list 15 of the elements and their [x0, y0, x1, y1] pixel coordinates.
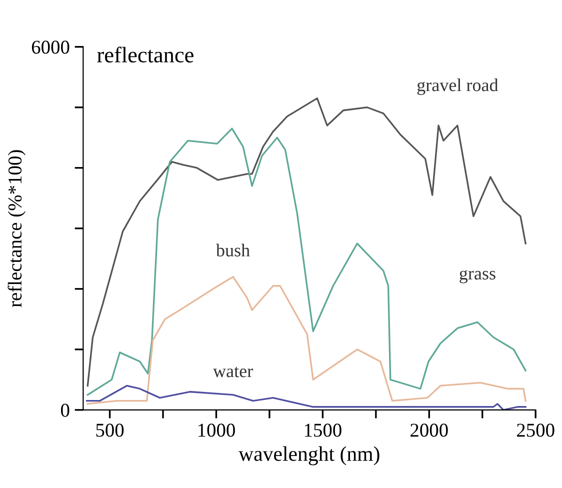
- x-axis-title: wavelenght (nm): [238, 446, 380, 466]
- x-tick-label: 1000: [198, 424, 235, 437]
- x-tick-label: 2500: [516, 424, 554, 437]
- y-tick-label: 6000: [32, 40, 70, 54]
- series-label: bush: [216, 244, 250, 256]
- y-axis-title: reflectance (%*100): [8, 150, 26, 308]
- x-tick-label: 500: [96, 424, 124, 437]
- series-label: water: [213, 366, 253, 378]
- line-series: [86, 384, 526, 410]
- text: gravel road: [417, 78, 498, 95]
- y-tick-label: 0: [61, 404, 70, 417]
- chart-title: reflectance: [97, 46, 194, 62]
- x-tick-label: 2000: [410, 424, 448, 437]
- text: grass: [460, 270, 496, 284]
- x-tick-label: 1500: [304, 424, 342, 437]
